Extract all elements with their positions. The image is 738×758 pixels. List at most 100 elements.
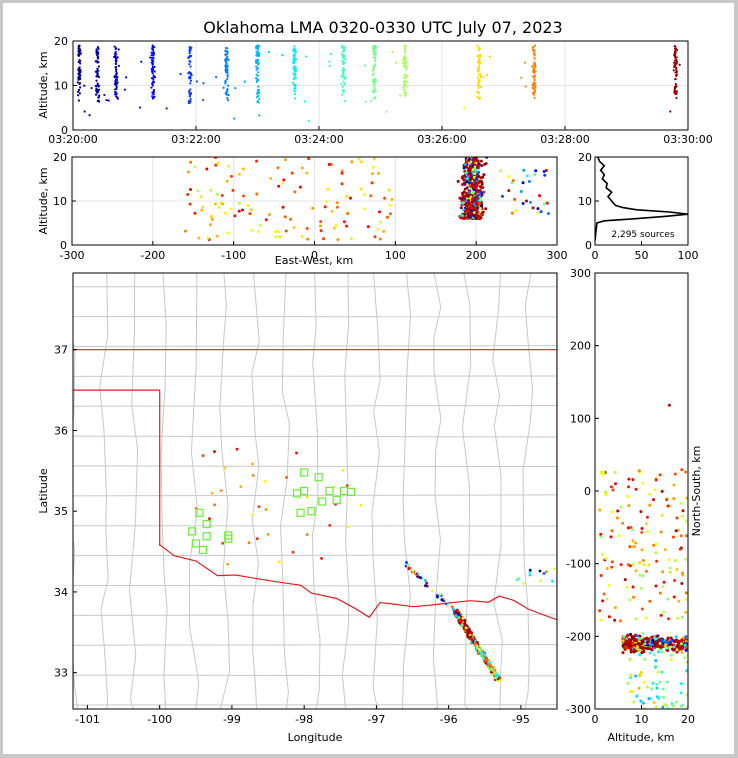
source-point [233,117,236,120]
source-point [405,61,408,64]
latitude-tick-label: 35 [54,505,68,518]
source-point [340,75,343,78]
source-point [679,691,683,695]
source-point [327,162,331,166]
source-point [477,46,481,50]
source-point [200,208,204,212]
latitude-tick-label: 37 [54,344,68,357]
source-point [638,573,642,577]
source-point [371,89,374,93]
source-point [684,591,688,595]
source-point [196,189,200,193]
source-point [465,180,469,184]
source-point [209,215,213,219]
source-point [372,64,375,68]
source-point [544,570,548,574]
source-point [672,645,676,649]
source-point [488,55,491,58]
source-point [221,202,225,206]
source-point [476,44,479,47]
source-point [255,50,258,53]
source-point [466,635,470,639]
source-point [613,618,617,622]
source-point [627,477,631,481]
source-point [95,89,98,92]
source-point [670,702,674,706]
time-tick-label: 03:20:00 [48,133,97,146]
source-point [471,168,475,172]
source-point [671,535,675,539]
source-point [398,94,402,97]
source-point [604,493,608,497]
source-point [373,63,377,66]
source-point [479,176,483,180]
source-point [255,60,258,63]
source-point [463,209,467,213]
source-point [625,585,629,589]
source-point [464,202,468,206]
source-point [403,61,406,65]
source-point [77,94,80,97]
source-point [78,76,81,80]
source-point [658,591,662,595]
source-point [476,95,479,99]
source-point [652,701,656,705]
source-point [533,173,537,177]
source-point [479,74,483,77]
source-point [533,67,536,71]
source-point [405,75,408,78]
source-point [325,199,329,203]
eastwest-tick-label: -100 [221,249,246,262]
source-point [637,686,641,690]
source-point [152,50,155,54]
source-point [610,565,614,569]
source-point [653,488,657,492]
source-point [237,172,241,176]
source-point [373,87,376,90]
source-point [335,205,339,209]
source-point [662,610,666,614]
source-point [640,607,644,611]
county-border [251,273,260,709]
source-point [188,94,192,97]
source-point [152,57,155,60]
state-border-texas-panhandle [73,389,161,546]
source-point [646,643,650,647]
source-point [685,693,688,697]
source-point [403,59,406,62]
source-point [114,47,117,51]
source-point [405,561,408,564]
source-point [629,673,633,677]
source-point [225,179,229,183]
source-point [645,640,649,644]
source-point [626,681,630,685]
source-point [140,60,143,63]
time-tick-label: 03:24:00 [294,133,343,146]
county-border [73,494,557,497]
source-point [599,535,603,539]
source-point [476,70,479,73]
altitude-histogram-ticks: 0 50 100 0 10 20 [578,151,699,262]
source-point [461,198,465,202]
source-point [675,648,679,652]
source-point [224,80,227,83]
county-border [188,273,200,709]
lma-station-marker [292,489,302,498]
source-point [213,202,217,206]
source-point [470,197,474,201]
source-point [522,582,525,585]
source-point [645,515,649,519]
source-point [466,632,470,636]
county-border [73,435,557,438]
source-point [395,61,398,64]
source-point [226,68,229,71]
source-point [305,226,309,230]
source-point [345,194,349,198]
source-point [123,88,127,91]
source-point [225,70,228,73]
source-point [607,583,611,587]
source-point [462,166,466,170]
source-point [282,178,286,182]
source-point [675,516,679,520]
source-point [533,79,536,82]
